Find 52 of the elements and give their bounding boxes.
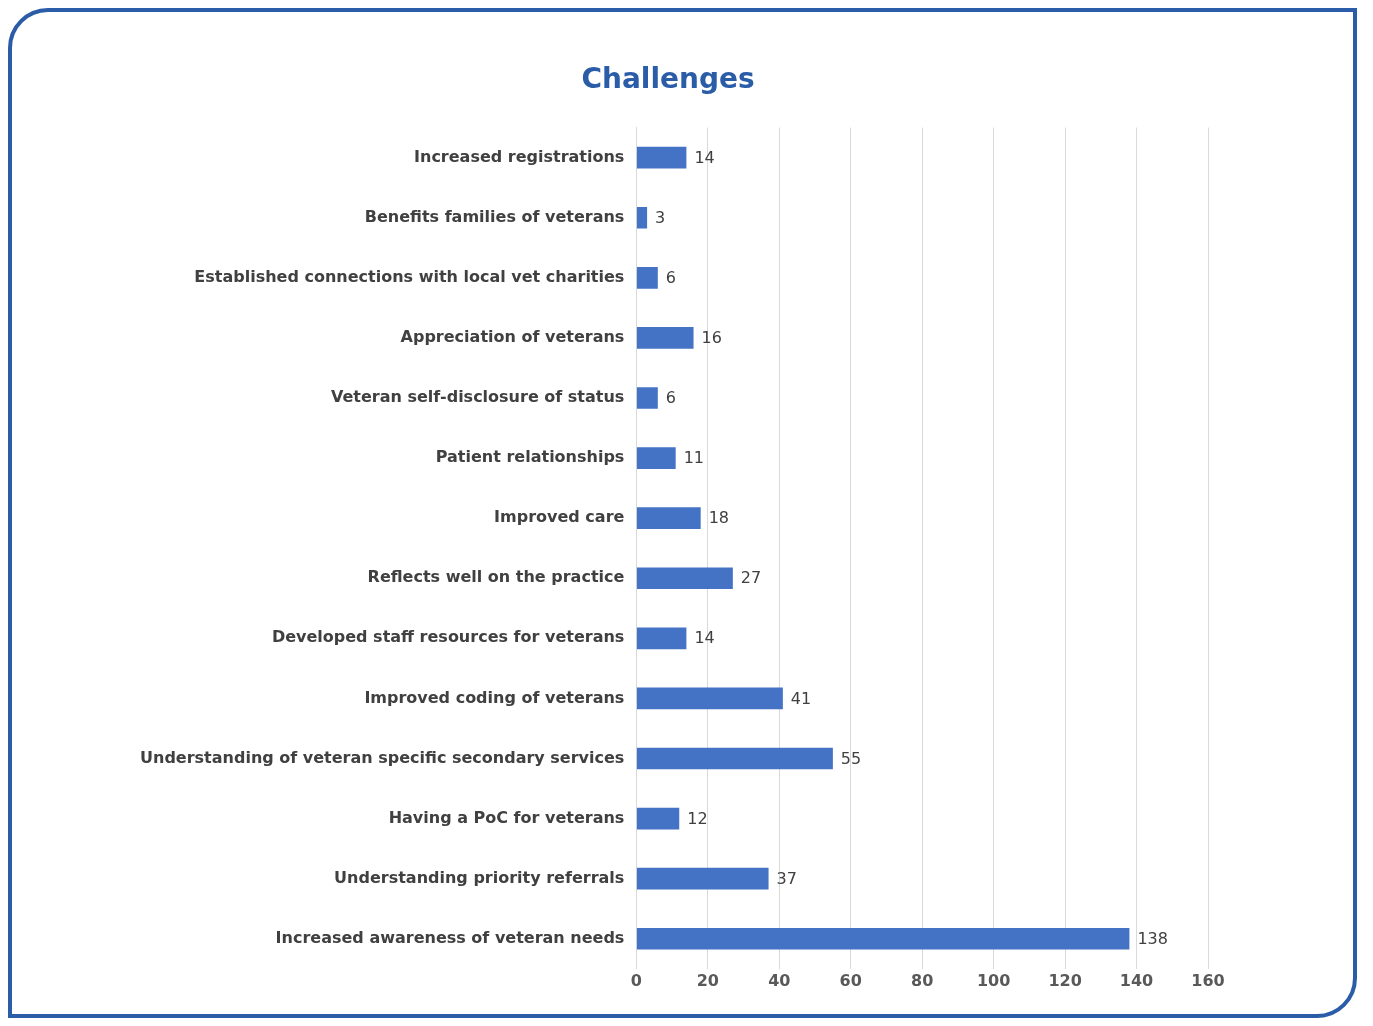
y-tick-label: Patient relationships <box>435 447 625 467</box>
bar <box>636 867 769 890</box>
bar <box>636 567 733 590</box>
bar <box>636 807 680 830</box>
data-label: 3 <box>655 207 666 227</box>
x-tick-label: 0 <box>630 970 642 990</box>
x-tick-label: 40 <box>768 970 791 990</box>
data-label: 18 <box>708 508 730 528</box>
y-tick-label: Understanding of veteran specific secondary services <box>140 747 625 767</box>
x-tick-label: 20 <box>696 970 719 990</box>
y-tick-label: Developed staff resources for veterans <box>271 627 625 647</box>
data-label: 27 <box>740 568 762 588</box>
data-label: 55 <box>840 748 862 768</box>
data-label: 6 <box>665 388 676 408</box>
y-tick-label: Improved coding of veterans <box>364 687 625 707</box>
x-tick-label: 160 <box>1191 970 1225 990</box>
y-tick-label: Improved care <box>494 507 625 527</box>
x-tick-label: 140 <box>1119 970 1154 990</box>
x-tick-label: 100 <box>976 970 1011 990</box>
x-tick-label: 120 <box>1048 970 1082 990</box>
bar <box>636 206 648 229</box>
bar <box>636 327 694 349</box>
bar <box>636 267 658 289</box>
bar <box>636 687 783 710</box>
chart-title: Challenges <box>581 62 755 96</box>
data-label: 11 <box>683 448 705 468</box>
y-tick-label: Appreciation of veterans <box>400 327 625 347</box>
bar <box>636 447 676 469</box>
data-label: 41 <box>790 688 812 708</box>
data-label: 12 <box>687 808 708 828</box>
bar <box>636 747 833 770</box>
data-label: 37 <box>776 868 797 888</box>
y-tick-label: Reflects well on the practice <box>367 567 625 587</box>
bar <box>636 146 687 169</box>
y-tick-label: Veteran self-disclosure of status <box>330 387 625 407</box>
data-label: 14 <box>694 147 715 167</box>
x-tick-label: 60 <box>839 970 862 990</box>
y-tick-label: Understanding priority referrals <box>334 867 625 887</box>
bar <box>636 627 687 650</box>
data-label: 14 <box>694 628 715 648</box>
bar <box>636 387 658 409</box>
x-tick-label: 80 <box>911 970 934 990</box>
bar <box>636 927 1130 950</box>
y-tick-label: Having a PoC for veterans <box>388 807 625 827</box>
y-tick-label: Benefits families of veterans <box>364 206 625 226</box>
y-tick-label: Increased registrations <box>414 146 625 166</box>
data-label: 6 <box>665 267 676 287</box>
y-tick-label: Established connections with local vet charities <box>194 266 625 286</box>
bar <box>636 507 701 529</box>
y-tick-label: Increased awareness of veteran needs <box>275 927 625 947</box>
data-label: 138 <box>1137 928 1168 948</box>
data-label: 16 <box>701 328 722 348</box>
